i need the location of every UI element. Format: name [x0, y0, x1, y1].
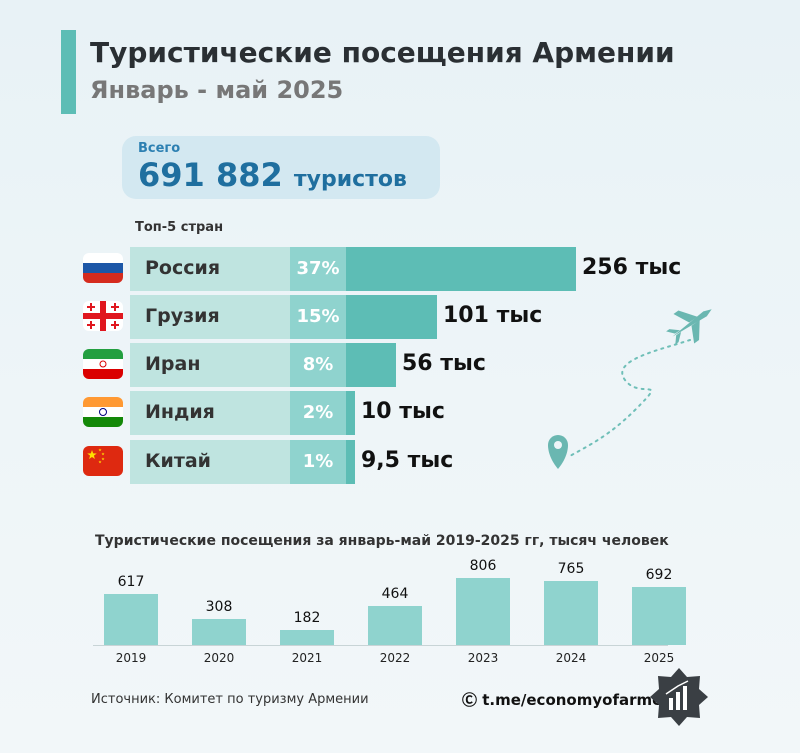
country-value-label: 256 тыс [582, 255, 682, 280]
year-tick-label: 2025 [643, 651, 675, 665]
yearly-chart-title: Туристические посещения за январь-май 20… [95, 533, 669, 549]
country-name-cell: Китай [130, 440, 290, 484]
country-percent: 37% [296, 258, 340, 279]
china-flag-icon [83, 446, 123, 476]
year-tick-label: 2024 [555, 651, 587, 665]
country-percent-cell: 15% [290, 295, 346, 339]
title-accent-bar [61, 30, 76, 114]
year-value-label: 617 [117, 574, 145, 590]
location-pin-icon [548, 435, 568, 469]
year-tick-label: 2019 [115, 651, 147, 665]
country-percent-cell: 37% [290, 247, 346, 291]
russia-flag-icon [83, 253, 123, 283]
year-value-label: 308 [205, 599, 233, 615]
year-tick-label: 2021 [291, 651, 323, 665]
country-value-bar [346, 343, 396, 387]
total-unit: туристов [293, 167, 407, 192]
top5-label: Топ-5 стран [135, 220, 224, 235]
country-value-label: 9,5 тыс [361, 448, 454, 473]
country-name: Грузия [145, 305, 220, 327]
country-value-bar [346, 391, 355, 435]
country-name: Китай [145, 450, 211, 472]
year-bar [632, 587, 686, 645]
travel-path-decoration [548, 309, 712, 469]
airplane-icon [666, 309, 712, 345]
country-value-bar [346, 295, 437, 339]
year-bar [192, 619, 246, 645]
total-value: 691 882 [138, 156, 283, 194]
country-value-label: 10 тыс [361, 399, 445, 424]
page-subtitle: Январь - май 2025 [90, 76, 344, 104]
year-bar [456, 578, 510, 645]
telegram-link[interactable]: Ⓒ t.me/economyofarmenia [462, 691, 689, 709]
year-value-label: 464 [381, 586, 409, 602]
total-box: Всего 691 882 туристов [122, 136, 440, 199]
country-percent: 1% [302, 451, 334, 472]
economy-of-armenia-logo [650, 668, 708, 726]
year-bar [368, 606, 422, 645]
year-value-label: 692 [645, 567, 673, 583]
country-percent: 15% [296, 306, 340, 327]
year-tick-label: 2020 [203, 651, 235, 665]
country-value-bar [346, 247, 576, 291]
source-note: Источник: Комитет по туризму Армении [91, 692, 369, 707]
country-percent: 2% [302, 402, 334, 423]
country-name: Индия [145, 401, 215, 423]
year-tick-label: 2022 [379, 651, 411, 665]
country-value-label: 101 тыс [443, 303, 543, 328]
country-name: Иран [145, 353, 201, 375]
total-label: Всего [138, 141, 181, 156]
total-value-line: 691 882 туристов [138, 156, 407, 194]
country-name-cell: Индия [130, 391, 290, 435]
year-tick-label: 2023 [467, 651, 499, 665]
country-percent: 8% [302, 354, 334, 375]
country-value-label: 56 тыс [402, 351, 486, 376]
country-percent-cell: 8% [290, 343, 346, 387]
year-bar [104, 594, 158, 645]
yearly-chart-baseline [93, 645, 668, 646]
year-value-label: 806 [469, 558, 497, 574]
country-name: Россия [145, 257, 221, 279]
iran-flag-icon [83, 349, 123, 379]
year-bar [544, 581, 598, 645]
year-bar [280, 630, 334, 645]
year-value-label: 182 [293, 610, 321, 626]
country-name-cell: Иран [130, 343, 290, 387]
georgia-flag-icon [83, 301, 123, 331]
india-flag-icon [83, 397, 123, 427]
country-name-cell: Грузия [130, 295, 290, 339]
page-title: Туристические посещения Армении [90, 36, 675, 69]
country-value-bar [346, 440, 355, 484]
country-percent-cell: 2% [290, 391, 346, 435]
country-name-cell: Россия [130, 247, 290, 291]
year-value-label: 765 [557, 561, 585, 577]
country-percent-cell: 1% [290, 440, 346, 484]
